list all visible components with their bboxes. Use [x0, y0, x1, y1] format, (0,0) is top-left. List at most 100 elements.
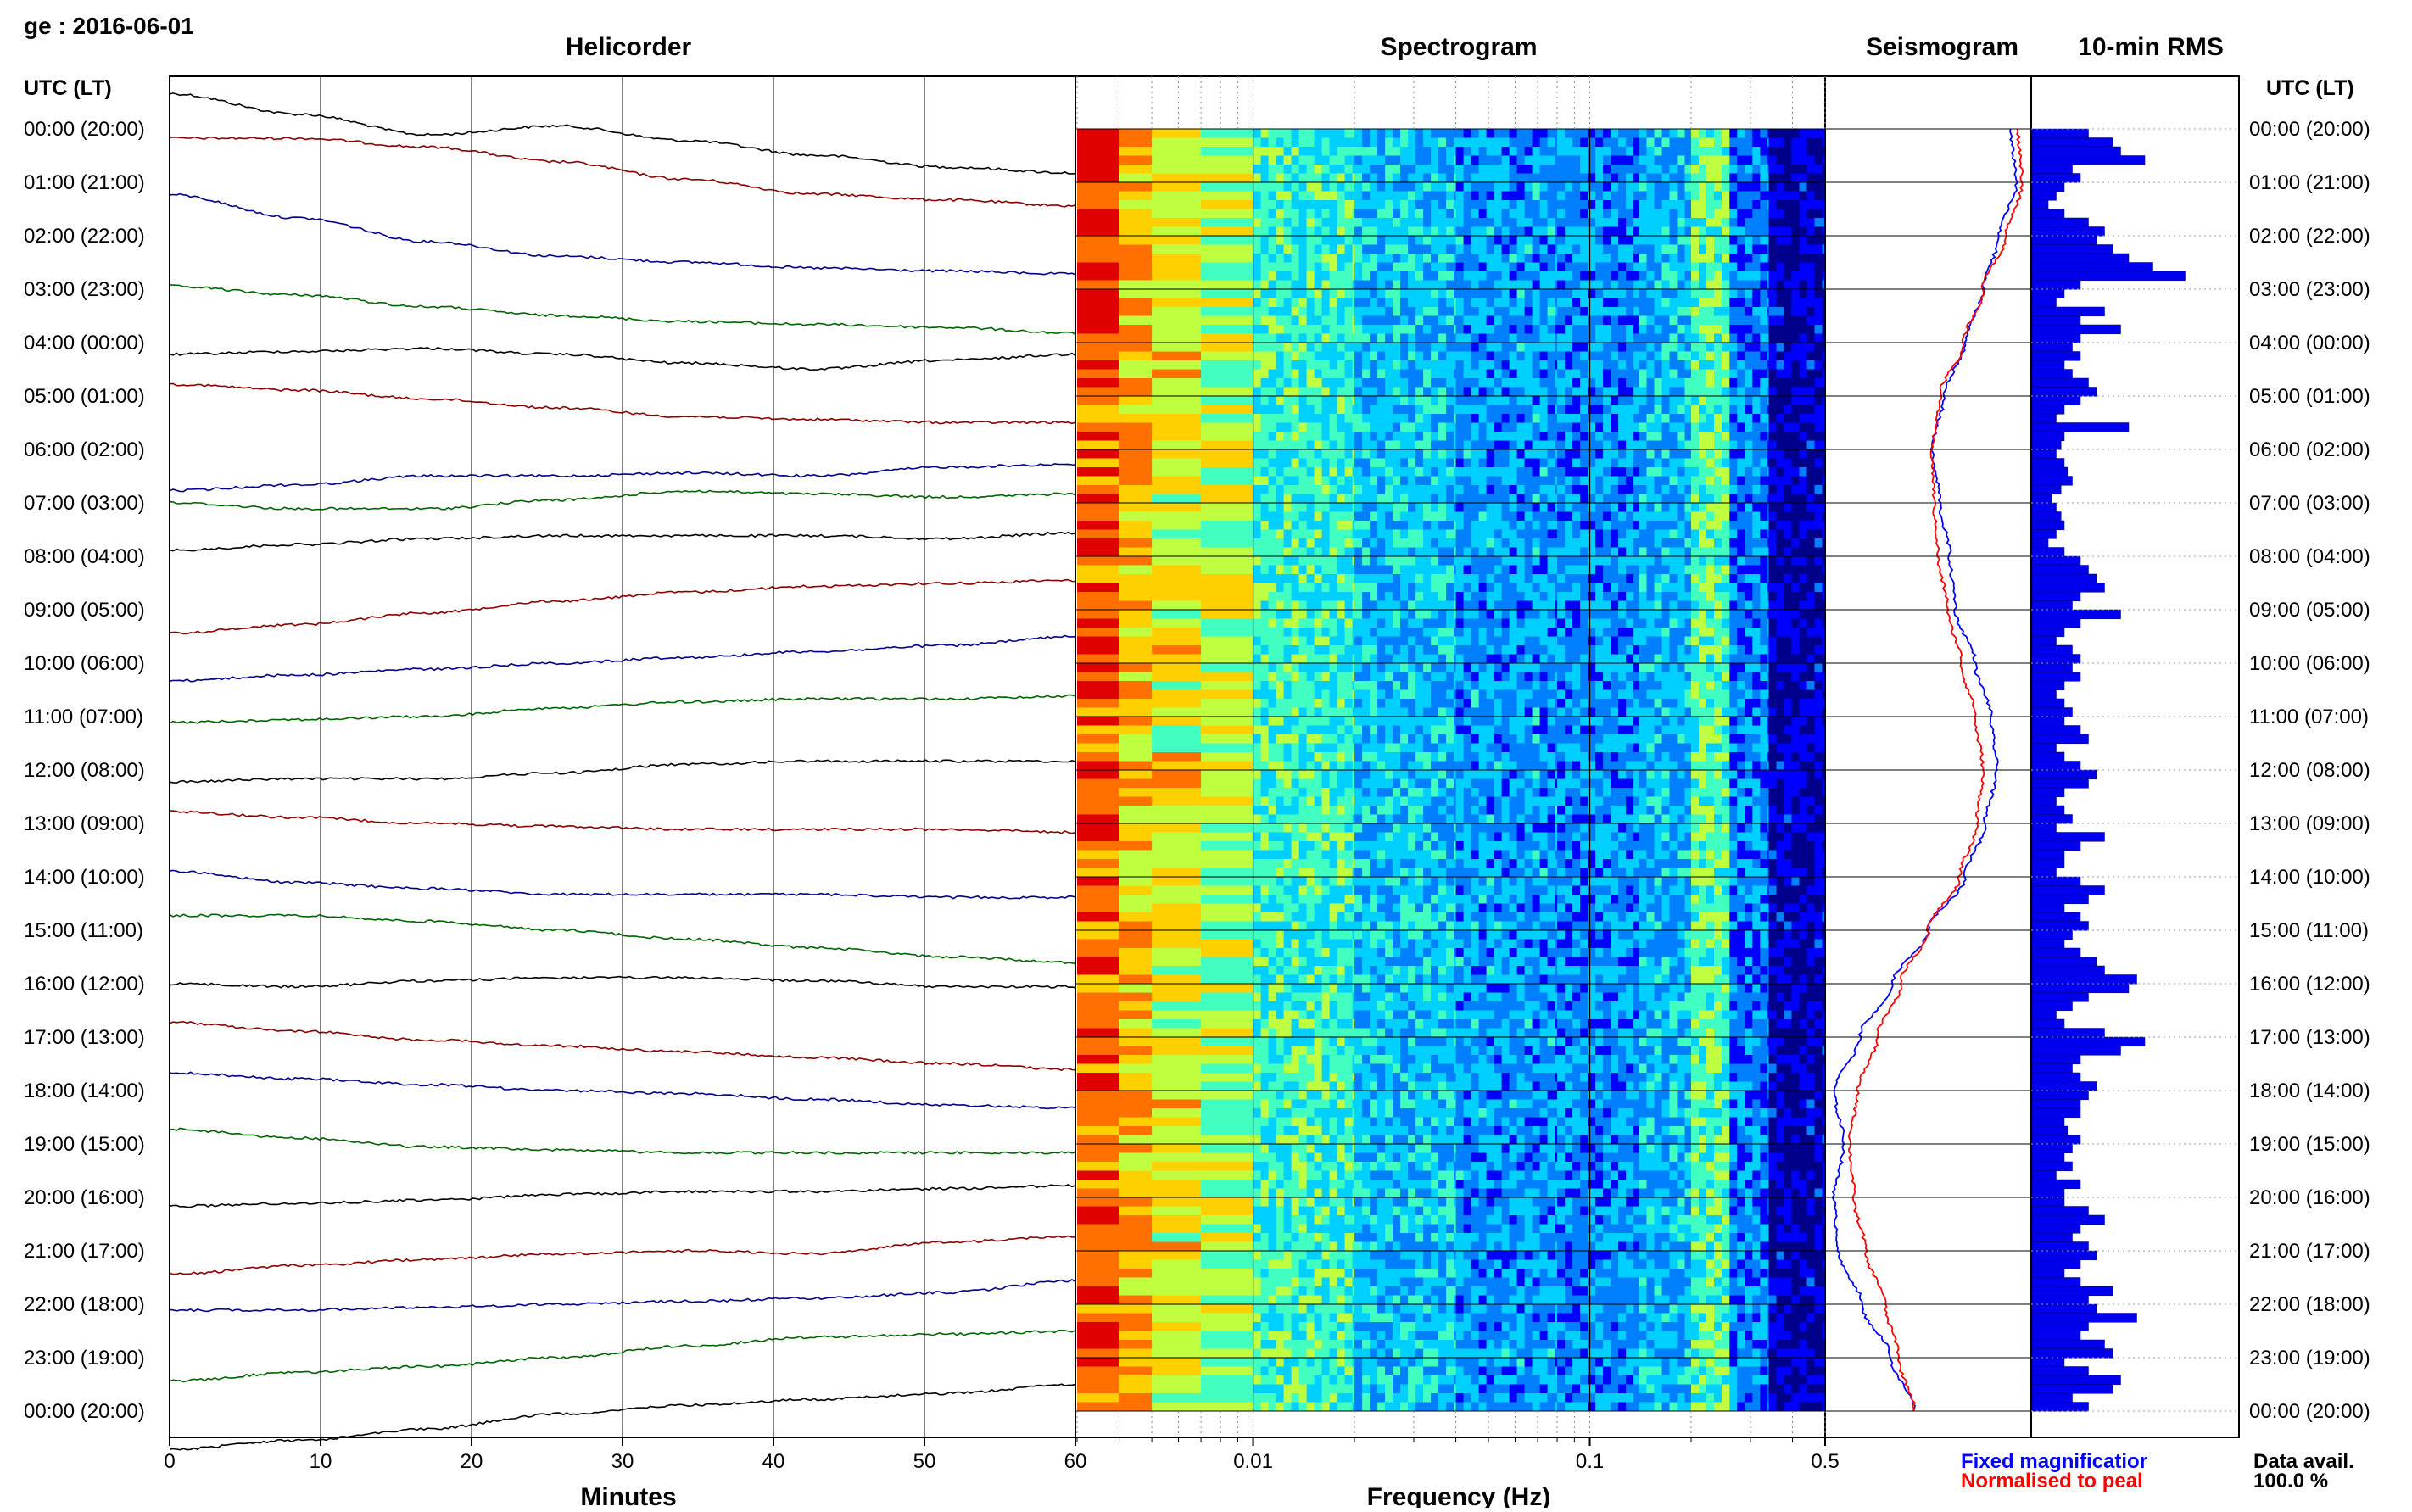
spectrogram-cell: [1572, 476, 1581, 486]
spectrogram-cell: [1524, 129, 1533, 138]
spectrogram-cell: [1595, 396, 1604, 405]
spectrogram-cell: [1532, 503, 1540, 512]
spectrogram-cell: [1822, 244, 1826, 254]
spectrogram-cell: [1329, 583, 1337, 593]
spectrogram-cell: [1344, 618, 1353, 628]
spectrogram-cell: [1768, 191, 1777, 201]
spectrogram-cell: [1595, 378, 1604, 388]
spectrogram-cell: [1152, 315, 1202, 326]
spectrogram-cell: [1077, 440, 1119, 450]
spectrogram-cell: [1714, 333, 1722, 343]
spectrogram-cell: [1385, 610, 1393, 619]
spectrogram-cell: [1767, 200, 1769, 209]
spectrogram-cell: [1677, 200, 1685, 209]
spectrogram-cell: [1463, 432, 1471, 441]
spectrogram-cell: [1752, 405, 1761, 415]
spectrogram-cell: [1362, 244, 1371, 254]
spectrogram-cell: [1691, 351, 1700, 361]
spectrogram-cell: [1298, 458, 1307, 468]
spectrogram-cell: [1669, 325, 1678, 334]
spectrogram-cell: [1268, 343, 1276, 352]
spectrogram-cell: [1565, 280, 1573, 290]
spectrogram-cell: [1408, 503, 1416, 512]
spectrogram-cell: [1337, 280, 1345, 290]
spectrogram-cell: [1283, 307, 1292, 316]
spectrogram-cell: [1661, 494, 1670, 504]
spectrogram-cell: [1201, 137, 1253, 148]
spectrogram-cell: [1611, 155, 1619, 165]
spectrogram-cell: [1524, 307, 1533, 316]
spectrogram-cell: [1603, 325, 1611, 334]
spectrogram-cell: [1699, 503, 1707, 512]
spectrogram-cell: [1626, 422, 1634, 432]
spectrogram-cell: [1408, 182, 1416, 192]
spectrogram-cell: [1791, 405, 1800, 415]
spectrogram-cell: [1268, 529, 1276, 539]
spectrogram-cell: [1152, 129, 1202, 138]
spectrogram-cell: [1555, 503, 1558, 512]
spectrogram-cell: [1654, 485, 1662, 494]
spectrogram-cell: [1329, 529, 1337, 539]
spectrogram-cell: [1737, 173, 1745, 183]
spectrogram-cell: [1260, 467, 1269, 477]
spectrogram-cell: [1669, 173, 1678, 183]
spectrogram-cell: [1276, 244, 1284, 254]
spectrogram-cell: [1446, 467, 1454, 477]
spectrogram-cell: [1626, 574, 1634, 583]
spectrogram-cell: [1580, 360, 1588, 370]
spectrogram-cell: [1486, 200, 1494, 209]
spectrogram-cell: [1776, 209, 1784, 219]
spectrogram-cell: [1646, 280, 1655, 290]
spectrogram-cell: [1557, 476, 1566, 486]
spectrogram-cell: [1760, 485, 1768, 494]
spectrogram-cell: [1463, 414, 1471, 423]
spectrogram-cell: [1415, 351, 1424, 361]
spectrogram-cell: [1714, 547, 1722, 557]
spectrogram-cell: [1691, 298, 1700, 308]
spectrogram-cell: [1555, 289, 1558, 298]
spectrogram-cell: [1588, 422, 1596, 432]
spectrogram-cell: [1329, 610, 1337, 619]
spectrogram-cell: [1822, 521, 1826, 530]
spectrogram-cell: [1352, 583, 1355, 593]
spectrogram-cell: [1415, 155, 1424, 165]
spectrogram-cell: [1471, 254, 1479, 263]
spectrogram-cell: [1377, 396, 1386, 405]
spectrogram-cell: [1784, 547, 1792, 557]
spectrogram-cell: [1654, 262, 1662, 272]
spectrogram-cell: [1588, 618, 1596, 628]
spectrogram-cell: [1260, 200, 1269, 209]
spectrogram-cell: [1814, 333, 1823, 343]
spectrogram-cell: [1588, 636, 1596, 646]
spectrogram-cell: [1516, 182, 1525, 192]
spectrogram-cell: [1539, 574, 1548, 583]
spectrogram-cell: [1784, 414, 1792, 423]
spectrogram-cell: [1494, 360, 1502, 370]
spectrogram-cell: [1626, 254, 1634, 263]
spectrogram-cell: [1077, 262, 1119, 272]
spectrogram-cell: [1791, 440, 1800, 450]
spectrogram-cell: [1501, 628, 1510, 637]
spectrogram-cell: [1463, 191, 1471, 201]
spectrogram-cell: [1438, 628, 1447, 637]
spectrogram-cell: [1119, 209, 1153, 219]
spectrogram-cell: [1714, 325, 1722, 334]
spectrogram-cell: [1822, 529, 1826, 539]
spectrogram-cell: [1362, 298, 1371, 308]
spectrogram-cell: [1268, 262, 1276, 272]
spectrogram-cell: [1268, 165, 1276, 174]
spectrogram-cell: [1654, 271, 1662, 281]
spectrogram-cell: [1565, 315, 1573, 326]
spectrogram-cell: [1661, 236, 1670, 245]
spectrogram-cell: [1806, 369, 1815, 379]
spectrogram-cell: [1669, 271, 1678, 281]
spectrogram-cell: [1776, 369, 1784, 379]
spectrogram-cell: [1438, 271, 1447, 281]
spectrogram-cell: [1400, 155, 1409, 165]
spectrogram-cell: [1455, 458, 1464, 468]
spectrogram-cell: [1260, 600, 1269, 611]
spectrogram-cell: [1253, 485, 1261, 494]
spectrogram-cell: [1352, 333, 1355, 343]
spectrogram-cell: [1791, 467, 1800, 477]
spectrogram-cell: [1119, 165, 1153, 174]
